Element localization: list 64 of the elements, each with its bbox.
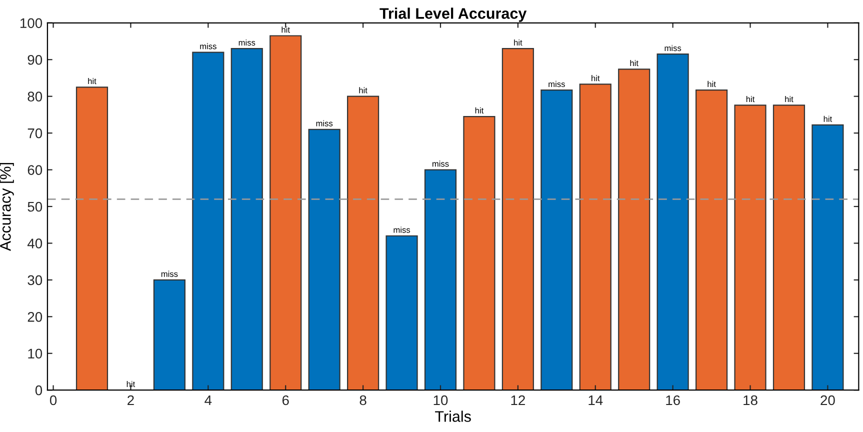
bar: [656, 54, 689, 390]
x-tick-label: 6: [282, 395, 289, 406]
bar: [153, 279, 186, 390]
data-label: hit: [746, 96, 755, 102]
data-label: hit: [475, 107, 484, 114]
data-label: hit: [514, 39, 522, 46]
y-tick-label: 60: [28, 165, 42, 175]
data-label: miss: [548, 80, 565, 88]
bar: [618, 68, 650, 390]
data-label: hit: [282, 26, 290, 33]
data-label: hit: [824, 116, 832, 122]
y-axis-title: Accuracy [%]: [0, 163, 14, 252]
bar: [502, 48, 534, 390]
bar: [270, 35, 302, 390]
data-label: hit: [708, 80, 716, 88]
data-label: miss: [432, 160, 449, 167]
data-label: miss: [316, 120, 333, 126]
x-tick-label: 14: [588, 395, 603, 406]
x-tick-label: 20: [820, 395, 835, 406]
y-tick-label: 80: [28, 92, 42, 102]
y-tick-label: 20: [28, 312, 42, 322]
bar: [734, 104, 766, 390]
bar: [308, 128, 340, 390]
x-tick-label: 2: [128, 395, 134, 406]
bar: [579, 84, 612, 390]
bar: [540, 90, 573, 390]
data-label: miss: [394, 226, 410, 233]
bar: [76, 86, 108, 390]
x-tick-label: 8: [360, 395, 366, 406]
x-tick-label: 12: [511, 395, 525, 406]
y-tick-label: 90: [28, 54, 42, 65]
x-tick-label: 10: [434, 395, 448, 406]
bar: [230, 48, 263, 390]
x-tick-label: 18: [744, 395, 758, 406]
data-label: miss: [664, 44, 682, 52]
data-label: hit: [592, 75, 600, 82]
data-label: hit: [785, 96, 794, 102]
chart-title: Trial Level Accuracy: [380, 8, 527, 22]
bar: [463, 116, 496, 390]
bar: [812, 124, 844, 390]
data-label: miss: [238, 39, 256, 46]
x-tick-label: 16: [666, 395, 680, 406]
y-tick-label: 100: [20, 18, 42, 28]
data-label: miss: [161, 270, 178, 277]
bar: [772, 104, 806, 390]
x-tick-label: 4: [204, 395, 212, 406]
data-label: hit: [630, 60, 638, 66]
bar: [386, 235, 418, 390]
bar: [424, 169, 457, 390]
y-tick-label: 40: [27, 238, 42, 248]
data-label: miss: [200, 43, 216, 50]
y-tick-label: 0: [35, 385, 42, 396]
y-tick-label: 70: [28, 128, 42, 138]
x-axis-title: Trials: [435, 410, 471, 422]
data-label: hit: [359, 87, 368, 94]
data-label: hit: [88, 78, 96, 84]
bar: [347, 96, 380, 390]
y-tick-label: 50: [28, 202, 42, 212]
bar: [192, 52, 224, 390]
y-tick-label: 10: [28, 348, 42, 359]
data-label: hit: [126, 380, 136, 388]
x-tick-label: 0: [50, 395, 57, 406]
bar: [696, 90, 728, 390]
y-tick-label: 30: [28, 275, 42, 286]
